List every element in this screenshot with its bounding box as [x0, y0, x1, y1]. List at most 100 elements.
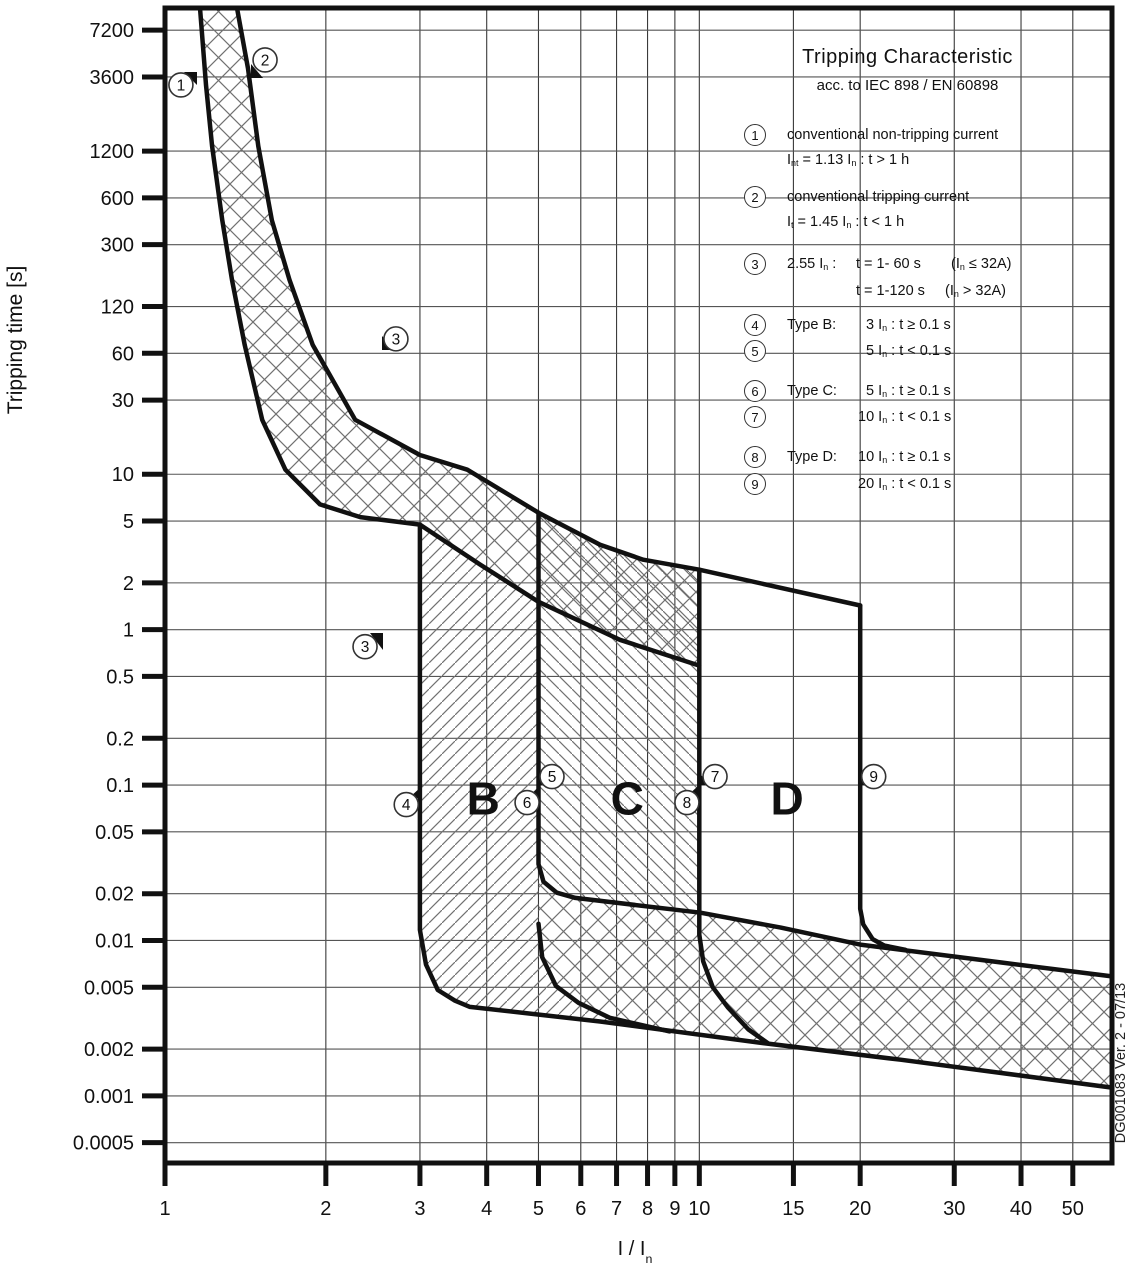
x-tick-label: 2 [320, 1198, 331, 1220]
legend-text: Type D: [787, 449, 837, 465]
y-tick-label: 60 [112, 343, 134, 365]
legend-circle-7: 7 [744, 406, 766, 428]
legend-text: 3 In : t ≥ 0.1 s [866, 317, 951, 334]
legend-text: conventional non-tripping current [787, 127, 999, 143]
curve-conventional-tripping-curve-2 [234, 5, 702, 572]
legend-text: 10 In : t < 0.1 s [858, 409, 952, 426]
marker-number-2: 2 [261, 52, 270, 69]
zone-label-B: B [467, 773, 500, 825]
x-tick-label: 40 [1010, 1198, 1032, 1220]
y-tick-label: 0.5 [106, 666, 134, 688]
region-type-b-zone [419, 524, 670, 1032]
y-axis-label: Tripping time [s] [4, 265, 27, 415]
marker-number-5: 5 [548, 769, 557, 786]
marker-circle-4 [393, 791, 420, 818]
x-tick-label: 6 [575, 1198, 586, 1220]
legend-text: Int = 1.13 In : t > 1 h [787, 152, 910, 169]
legend-circle-3: 3 [744, 253, 766, 275]
marker-number-4: 4 [402, 797, 411, 814]
marker-number-9: 9 [869, 769, 878, 786]
y-tick-label: 0.002 [84, 1039, 134, 1061]
curve-type-d-thermal-top [697, 567, 863, 608]
marker-number-6: 6 [523, 795, 532, 812]
hatched-regions [200, 8, 1112, 1088]
y-tick-label: 2 [123, 573, 134, 595]
curve-type-b-3In-line-and-lower-limit [417, 522, 1115, 1090]
curve-type-d-20In-line-and-bend [857, 603, 908, 953]
axis-ticks: 1 2 3 4 5 6 7 8 9 10 15 20 30 40 507200360012006003001… [73, 20, 1084, 1220]
x-tick-label: 15 [782, 1198, 804, 1220]
y-tick-label: 10 [112, 464, 134, 486]
marker-circle-5 [539, 763, 565, 790]
marker-circle-3 [383, 326, 409, 352]
y-tick-label: 300 [101, 235, 134, 257]
curves [197, 5, 1115, 1090]
y-tick-label: 3600 [90, 67, 135, 89]
marker-circle-2 [252, 47, 278, 73]
plot-frame [162, 5, 1115, 1166]
legend-circle-8: 8 [744, 446, 766, 468]
y-tick-label: 600 [101, 188, 134, 210]
curve-conventional-non-tripping-curve-1 [197, 5, 702, 668]
chart-subtitle: acc. to IEC 898 / EN 60898 [816, 77, 999, 94]
y-tick-label: 0.0005 [73, 1133, 134, 1155]
legend-circle-4: 4 [744, 314, 766, 336]
document-number: DG001083 Ver. 2 - 07/13 [1113, 982, 1129, 1144]
marker-circle-3 [352, 633, 378, 660]
marker-number-1: 1 [177, 77, 186, 94]
x-tick-label: 30 [943, 1198, 965, 1220]
region-thermal-band [200, 8, 700, 666]
x-tick-label: 50 [1062, 1198, 1084, 1220]
curve-type-c-5In-lower-branch [536, 921, 672, 1034]
legend-text: 2.55 In : [787, 256, 837, 273]
region-type-c-zone [538, 512, 701, 913]
y-tick-label: 0.001 [84, 1086, 134, 1108]
y-tick-label: 0.005 [84, 977, 134, 999]
legend-circle-1: 1 [744, 124, 766, 146]
marker-circle-8 [674, 789, 700, 816]
legend-text: 20 In : t < 0.1 s [858, 476, 952, 493]
x-tick-label: 9 [669, 1198, 680, 1220]
x-tick-label: 7 [611, 1198, 622, 1220]
legend-text: Type C: [787, 383, 837, 399]
x-tick-label: 8 [642, 1198, 653, 1220]
legend-circle-6: 6 [744, 380, 766, 402]
legend-text: 5 In : t ≥ 0.1 s [866, 383, 951, 400]
x-tick-label: 4 [481, 1198, 492, 1220]
marker-circle-7 [702, 763, 728, 790]
y-tick-label: 120 [101, 297, 134, 319]
y-tick-label: 5 [123, 511, 134, 533]
x-tick-label: 1 [159, 1198, 170, 1220]
y-tick-label: 0.2 [106, 728, 134, 750]
marker-circle-6 [514, 789, 540, 816]
marker-number-8: 8 [683, 795, 692, 812]
curve-type-c-d-10In-line-and-lower-branch [697, 567, 771, 1046]
marker-number-7: 7 [711, 769, 720, 786]
legend-text: Type B: [787, 317, 837, 333]
y-tick-label: 0.1 [106, 775, 134, 797]
legend-circle-2: 2 [744, 186, 766, 208]
y-tick-label: 0.05 [95, 822, 134, 844]
x-tick-label: 5 [533, 1198, 544, 1220]
y-tick-label: 1200 [90, 141, 135, 163]
marker-wedge-2 [251, 64, 263, 78]
marker-number-3: 3 [392, 331, 401, 348]
legend-circle-9: 9 [744, 473, 766, 495]
curve-type-b-5In-line-and-upper-magnetic-limit [536, 510, 1115, 979]
x-tick-label: 10 [688, 1198, 710, 1220]
marker-circle-1 [168, 72, 194, 98]
y-tick-label: 0.02 [95, 884, 134, 906]
x-tick-label: 20 [849, 1198, 871, 1220]
marker-circle-9 [860, 763, 887, 790]
marker-number-3: 3 [361, 639, 370, 656]
legend-text: It = 1.45 In : t < 1 h [787, 214, 905, 231]
y-tick-label: 7200 [90, 20, 135, 42]
legend-text: 10 In : t ≥ 0.1 s [858, 449, 951, 466]
y-tick-label: 1 [123, 620, 134, 642]
chart-title: Tripping Characteristic [802, 46, 1013, 68]
legend-text: (In ≤ 32A) [951, 256, 1012, 273]
legend-circle-5: 5 [744, 340, 766, 362]
